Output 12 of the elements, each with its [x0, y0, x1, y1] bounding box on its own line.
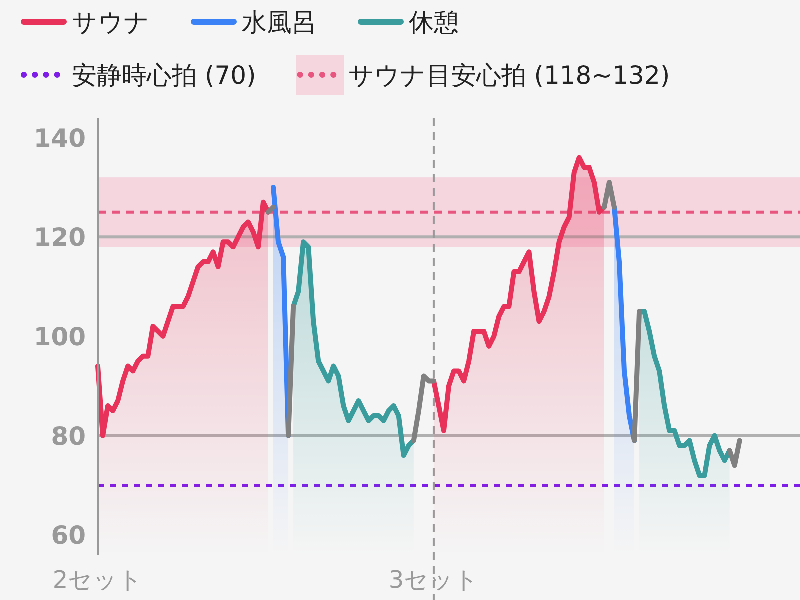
- legend-label: 安静時心拍 (70): [72, 61, 256, 90]
- y-tick-label: 80: [51, 422, 86, 451]
- x-tick-label: 3セット: [388, 566, 480, 594]
- x-tick-label: 2セット: [52, 566, 144, 594]
- y-tick-label: 60: [51, 521, 86, 550]
- y-tick-label: 100: [34, 322, 86, 352]
- legend-label: サウナ: [72, 8, 150, 37]
- legend-label: サウナ目安心拍 (118~132): [348, 61, 670, 90]
- y-tick-label: 140: [34, 124, 86, 153]
- legend-label: 休憩: [409, 8, 459, 37]
- legend-label: 水風呂: [242, 8, 317, 37]
- y-tick-label: 120: [34, 223, 86, 252]
